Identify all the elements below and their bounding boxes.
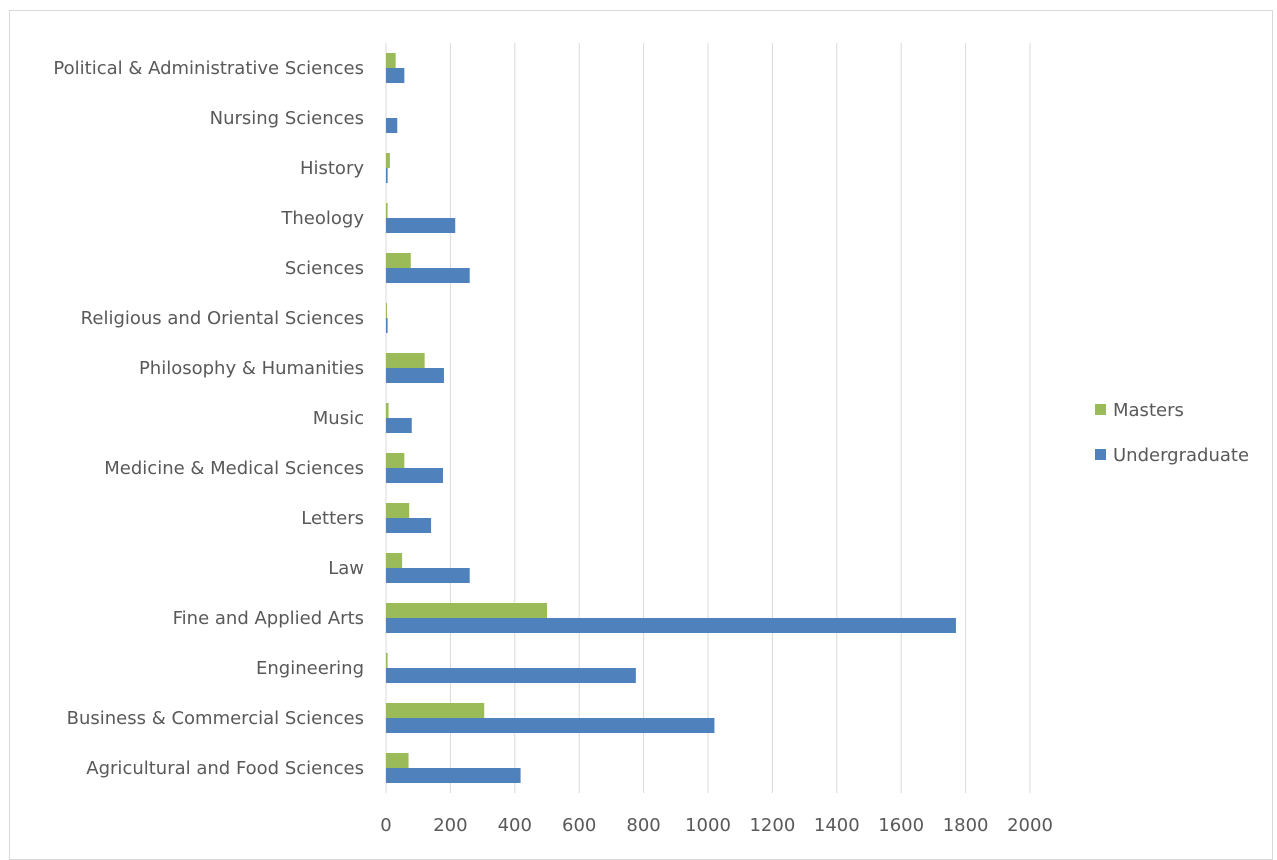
category-label: Nursing Sciences [210, 108, 364, 129]
bar-undergraduate [386, 718, 715, 733]
x-tick-label: 1000 [685, 815, 731, 836]
category-label: Medicine & Medical Sciences [104, 458, 364, 479]
bar-masters [386, 553, 403, 568]
bar-undergraduate [386, 768, 521, 783]
bar-undergraduate [386, 668, 636, 683]
bar-masters [386, 503, 410, 518]
x-tick-label: 2000 [1007, 815, 1053, 836]
bar-undergraduate [386, 318, 388, 333]
category-label: Law [328, 558, 364, 579]
category-label: Music [313, 408, 364, 429]
bar-masters [386, 253, 411, 268]
category-label: Fine and Applied Arts [173, 608, 364, 629]
category-labels: Agricultural and Food Sciences Business &… [53, 58, 364, 779]
x-axis-tick-labels: 0 200 400 600 800 1000 1200 1400 1600 1800 2000 [380, 815, 1053, 836]
bar-undergraduate [386, 518, 432, 533]
bar-undergraduate [386, 168, 388, 183]
category-label: Agricultural and Food Sciences [86, 758, 364, 779]
category-label: Religious and Oriental Sciences [81, 308, 364, 329]
bar-undergraduate [386, 268, 470, 283]
legend-swatch [1095, 404, 1106, 415]
legend-swatch [1095, 449, 1106, 460]
bar-masters [386, 203, 388, 218]
category-label: History [300, 158, 364, 179]
category-label: Political & Administrative Sciences [53, 58, 364, 79]
bar-masters [386, 153, 390, 168]
bars [386, 53, 956, 783]
bar-masters [386, 753, 409, 768]
legend: Masters Undergraduate [1095, 400, 1249, 466]
bar-masters [386, 603, 547, 618]
x-tick-label: 1800 [943, 815, 989, 836]
bar-undergraduate [386, 418, 412, 433]
bar-masters [386, 403, 389, 418]
bar-masters [386, 653, 388, 668]
category-label: Sciences [285, 258, 364, 279]
category-label: Engineering [256, 658, 364, 679]
bar-masters [386, 303, 387, 318]
bar-undergraduate [386, 468, 443, 483]
bar-undergraduate [386, 368, 444, 383]
x-tick-label: 600 [562, 815, 596, 836]
x-tick-label: 800 [626, 815, 660, 836]
x-tick-label: 1200 [749, 815, 795, 836]
legend-label: Undergraduate [1113, 445, 1249, 466]
bar-masters [386, 703, 485, 718]
legend-label: Masters [1113, 400, 1184, 421]
bar-masters [386, 453, 405, 468]
bar-undergraduate [386, 218, 456, 233]
bar-undergraduate [386, 118, 398, 133]
category-label: Theology [280, 208, 364, 229]
bar-undergraduate [386, 68, 405, 83]
x-tick-label: 1600 [878, 815, 924, 836]
category-label: Philosophy & Humanities [139, 358, 364, 379]
x-tick-label: 200 [433, 815, 467, 836]
bar-masters [386, 353, 425, 368]
x-tick-label: 0 [380, 815, 391, 836]
bar-undergraduate [386, 618, 956, 633]
bar-masters [386, 53, 396, 68]
bar-undergraduate [386, 568, 470, 583]
category-label: Business & Commercial Sciences [67, 708, 364, 729]
x-tick-label: 1400 [814, 815, 860, 836]
x-tick-label: 400 [498, 815, 532, 836]
category-label: Letters [301, 508, 364, 529]
